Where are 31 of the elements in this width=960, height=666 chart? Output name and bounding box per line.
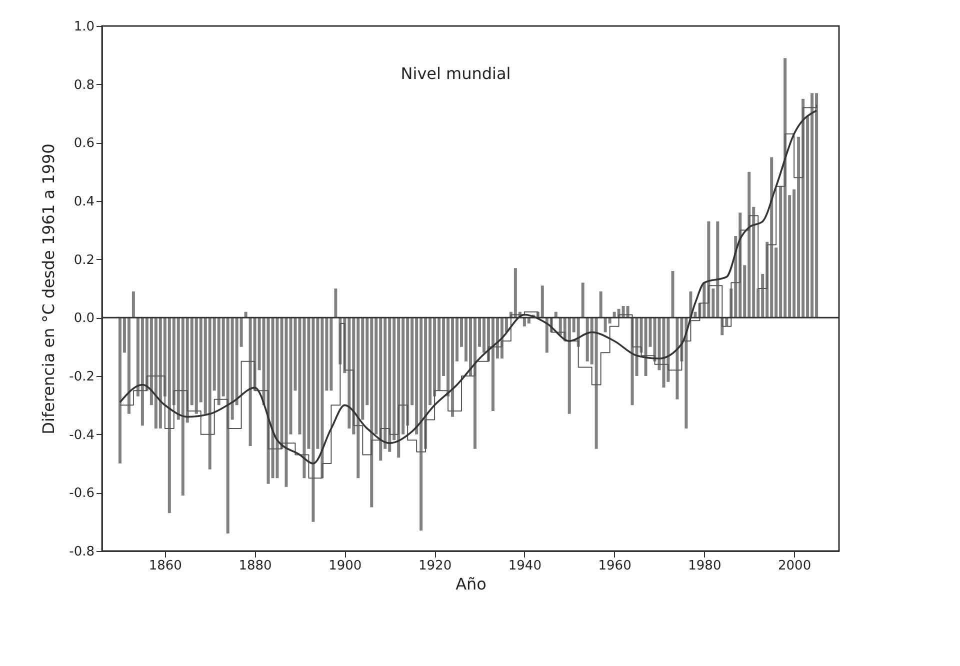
annotation: Nivel mundial [400, 64, 511, 83]
bar [581, 282, 584, 318]
bar [599, 291, 602, 318]
x-tick-label: 1960 [598, 558, 632, 574]
y-axis-title: Diferencia en °C desde 1961 a 1990 [39, 144, 58, 434]
bar [132, 291, 135, 318]
x-axis-title: Año [456, 574, 486, 594]
y-tick-label: -0.2 [69, 370, 94, 384]
bar [334, 288, 338, 318]
x-tick-label: 1920 [418, 558, 452, 574]
y-tick-label: 0.2 [74, 252, 94, 268]
y-tick-label: 0.8 [74, 78, 94, 93]
y-tick-label: -0.8 [69, 544, 94, 560]
y-tick-label: 0.4 [74, 194, 94, 210]
y-tick-label: 0.6 [74, 136, 94, 152]
x-tick-label: 1940 [508, 558, 542, 574]
bar [127, 318, 130, 414]
x-tick-label: 1880 [238, 558, 272, 574]
bar [540, 286, 544, 318]
x-tick-label: 1900 [328, 558, 362, 574]
y-tick-label: -0.4 [69, 428, 94, 443]
bar [671, 271, 674, 318]
bar [676, 318, 679, 400]
y-tick-label: -0.6 [69, 486, 94, 502]
bar [284, 318, 288, 487]
y-tick-label: 0.0 [74, 311, 94, 326]
x-tick-label: 1860 [148, 558, 182, 574]
bar [594, 318, 598, 449]
x-tick-label: 1980 [688, 558, 722, 574]
y-tick-label: 1.0 [74, 20, 94, 34]
x-tick-label: 2000 [778, 558, 812, 574]
